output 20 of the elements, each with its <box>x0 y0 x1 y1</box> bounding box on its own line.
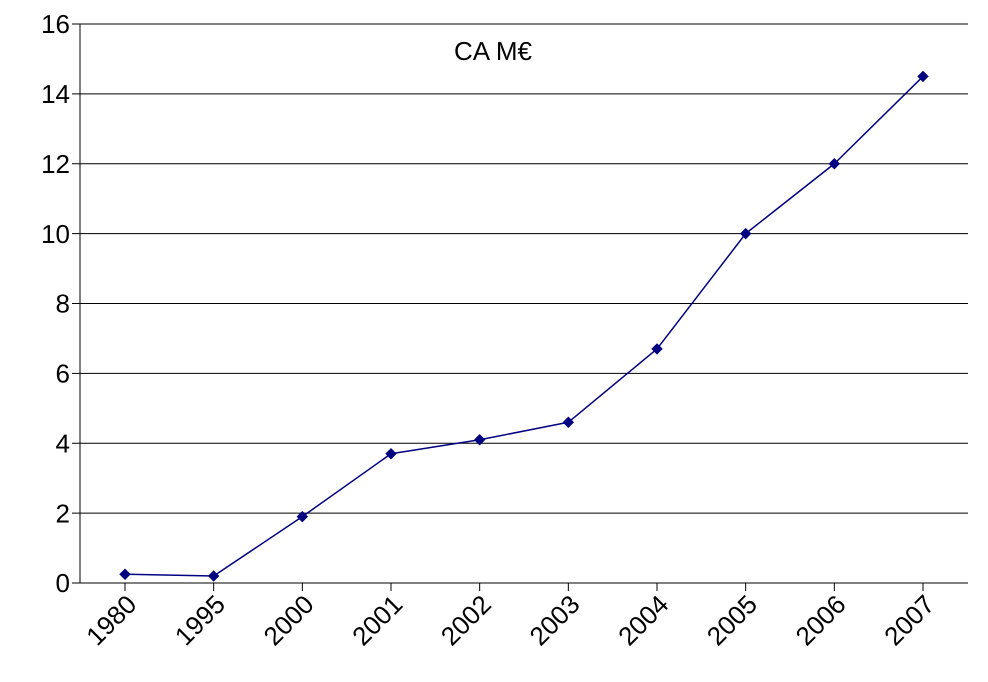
point <box>208 570 220 582</box>
y-tick-label: 4 <box>56 428 70 458</box>
point <box>120 568 130 580</box>
point <box>918 70 928 82</box>
point <box>386 448 396 460</box>
y-tick-label: 6 <box>56 358 70 389</box>
point <box>652 343 662 354</box>
point <box>474 434 486 446</box>
y-tick-label: 16 <box>41 9 70 40</box>
y-tick-label: 8 <box>56 288 70 319</box>
y-tick-label: 10 <box>41 218 70 249</box>
y-tick-label: 14 <box>41 79 70 110</box>
y-tick-label: 2 <box>56 498 70 528</box>
y-tick-label: 0 <box>56 568 70 598</box>
point <box>296 511 308 522</box>
point <box>740 228 752 240</box>
point <box>562 416 574 428</box>
y-tick-label: 12 <box>41 148 70 179</box>
point <box>828 158 840 170</box>
text: CA M€ <box>454 36 532 66</box>
